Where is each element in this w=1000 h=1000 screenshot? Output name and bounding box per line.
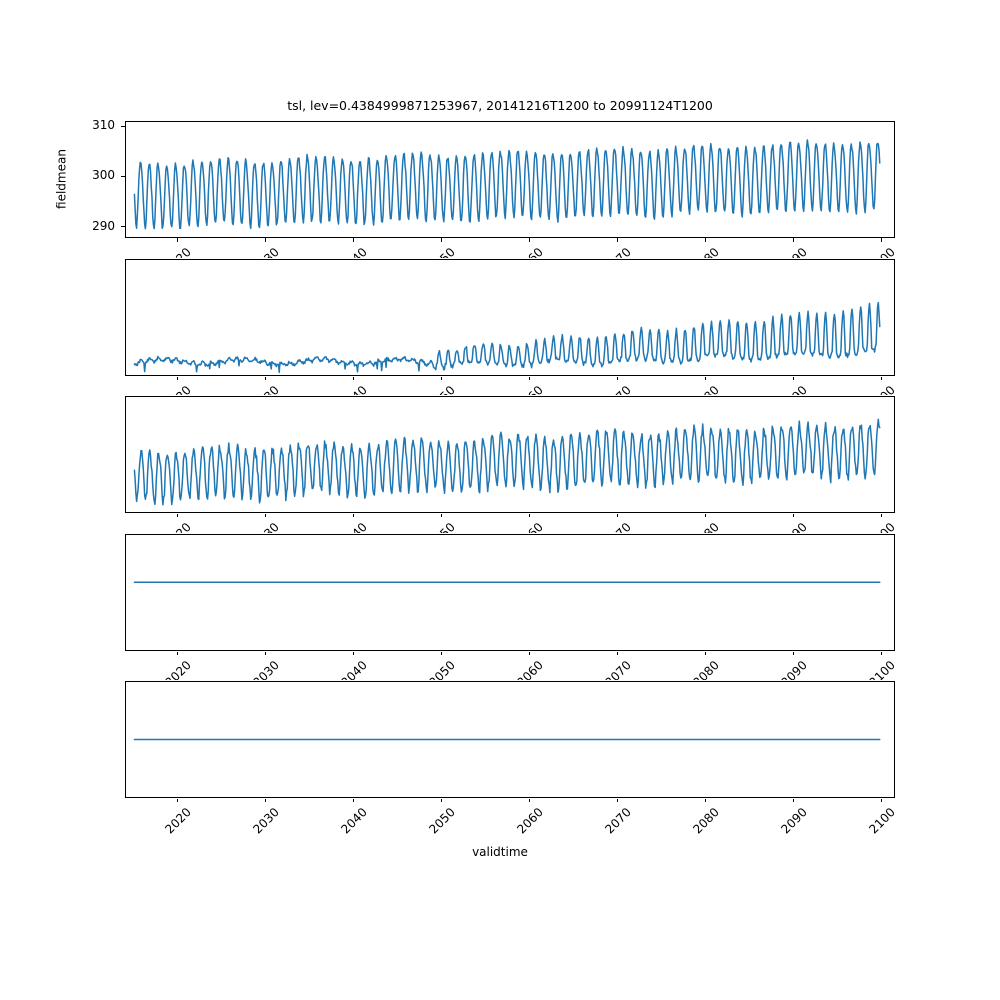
x-tick-mark <box>705 376 707 380</box>
x-tick-label: 2080 <box>690 805 722 837</box>
panel-fieldmean <box>125 121 895 238</box>
x-tick-mark <box>177 798 179 802</box>
x-tick-mark <box>705 798 707 802</box>
y-tick-label-numnan: 0.05 <box>88 689 115 704</box>
x-tick-label: 2070 <box>602 805 634 837</box>
figure-title: tsl, lev=0.4384999871253967, 20141216T12… <box>287 98 713 113</box>
y-tick-label-fieldmean: 310 <box>92 118 115 133</box>
y-tick-label-fieldmin: 280 <box>92 305 115 319</box>
x-tick-mark <box>705 651 707 655</box>
x-tick-mark <box>881 513 883 517</box>
x-tick-mark <box>881 238 883 242</box>
x-tick-mark <box>529 798 531 802</box>
y-tick-label-nummasked: 480000 <box>69 557 115 572</box>
plot-area-fieldmean <box>126 122 894 237</box>
x-tick-mark <box>705 513 707 517</box>
x-tick-mark <box>529 513 531 517</box>
plot-area-numnan <box>126 682 894 797</box>
x-tick-mark <box>881 798 883 802</box>
x-tick-label: 2050 <box>426 805 458 837</box>
y-axis-label-fieldmax: fieldmax <box>54 427 68 480</box>
panel-nummasked <box>125 534 895 651</box>
x-tick-mark <box>793 798 795 802</box>
y-axis-label-numnan: numnan <box>54 713 68 764</box>
x-tick-mark <box>441 651 443 655</box>
x-tick-mark <box>265 651 267 655</box>
x-tick-mark <box>617 238 619 242</box>
x-tick-mark <box>353 238 355 242</box>
x-tick-mark <box>177 651 179 655</box>
x-tick-mark <box>441 376 443 380</box>
x-tick-mark <box>793 651 795 655</box>
x-tick-mark <box>353 798 355 802</box>
x-tick-mark <box>881 376 883 380</box>
y-tick-label-numnan: 0.00 <box>88 731 115 746</box>
x-tick-mark <box>793 238 795 242</box>
x-tick-mark <box>793 513 795 517</box>
x-tick-mark <box>793 376 795 380</box>
data-line-fieldmax <box>134 419 879 504</box>
x-tick-mark <box>529 238 531 242</box>
x-tick-label: 2040 <box>338 805 370 837</box>
x-axis-label: validtime <box>472 845 528 859</box>
x-tick-mark <box>353 513 355 517</box>
y-tick-label-fieldmax: 310 <box>92 470 115 485</box>
x-tick-mark <box>529 651 531 655</box>
y-axis-label-fieldmin: fieldmin <box>54 292 68 341</box>
x-tick-mark <box>265 376 267 380</box>
y-tick-label-numnan: −0.05 <box>78 773 115 788</box>
x-tick-mark <box>617 513 619 517</box>
y-axis-label-nummasked: nummasked <box>54 554 68 629</box>
y-tick-label-nummasked: 460000 <box>69 611 115 626</box>
x-tick-mark <box>353 376 355 380</box>
x-tick-label: 2100 <box>866 805 898 837</box>
x-tick-mark <box>617 651 619 655</box>
x-tick-mark <box>177 376 179 380</box>
x-tick-label: 2020 <box>162 805 194 837</box>
x-tick-label: 2090 <box>778 805 810 837</box>
y-tick-label-fieldmin: 285 <box>92 264 115 279</box>
y-tick-label-fieldmean: 290 <box>92 218 115 233</box>
y-tick-label-fieldmean: 300 <box>92 168 115 183</box>
x-tick-mark <box>529 376 531 380</box>
panel-fieldmin <box>125 259 895 376</box>
y-tick-label-fieldmin: 275 <box>92 345 115 360</box>
panel-fieldmax <box>125 396 895 513</box>
y-axis-label-fieldmean: fieldmean <box>54 148 68 209</box>
x-tick-label: 2060 <box>514 805 546 837</box>
x-tick-mark <box>265 513 267 517</box>
x-tick-mark <box>441 798 443 802</box>
x-tick-label: 2030 <box>250 805 282 837</box>
data-line-fieldmin <box>134 303 879 373</box>
plot-area-nummasked <box>126 535 894 650</box>
x-tick-mark <box>441 513 443 517</box>
y-tick-label-fieldmax: 320 <box>92 413 115 428</box>
x-tick-mark <box>353 651 355 655</box>
data-line-fieldmean <box>134 140 879 229</box>
panel-numnan <box>125 681 895 798</box>
x-tick-mark <box>177 238 179 242</box>
x-tick-mark <box>441 238 443 242</box>
x-tick-mark <box>265 798 267 802</box>
plot-area-fieldmax <box>126 397 894 512</box>
x-tick-mark <box>881 651 883 655</box>
x-tick-mark <box>705 238 707 242</box>
x-tick-mark <box>617 798 619 802</box>
plot-area-fieldmin <box>126 260 894 375</box>
x-tick-mark <box>265 238 267 242</box>
x-tick-mark <box>177 513 179 517</box>
x-tick-mark <box>617 376 619 380</box>
